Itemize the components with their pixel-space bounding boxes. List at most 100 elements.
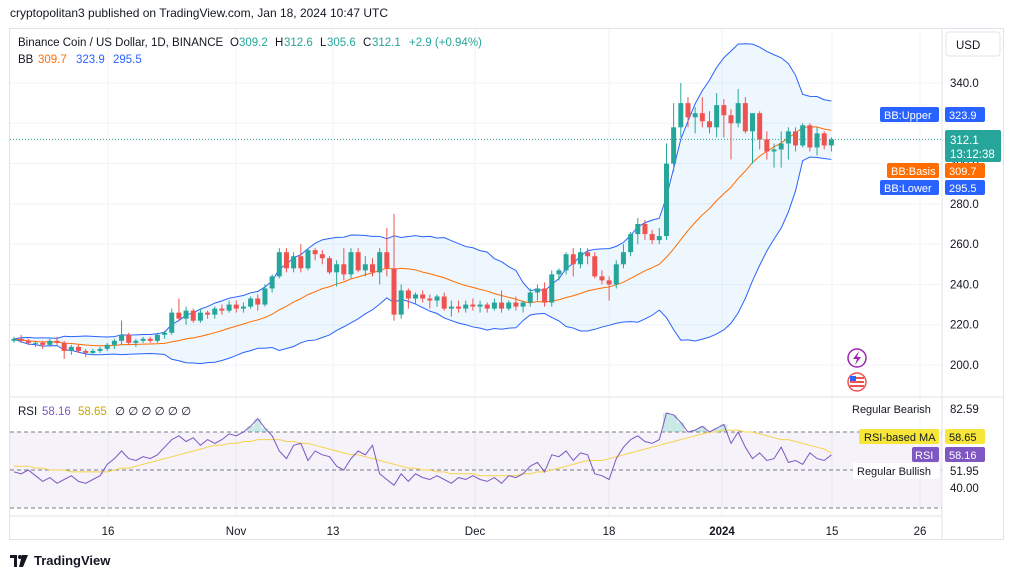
rsi-tick-label: 40.00 <box>950 483 979 495</box>
candle <box>649 234 655 241</box>
candle <box>635 224 641 235</box>
candle <box>491 302 497 309</box>
rsi-label: RSI <box>18 406 37 418</box>
rsi-overbought-fill <box>247 426 255 432</box>
time-tick-label: 16 <box>102 526 115 538</box>
candle <box>592 256 598 277</box>
us-flag-icon[interactable] <box>847 372 867 392</box>
candle <box>219 308 225 311</box>
candle <box>656 236 662 241</box>
candle <box>520 302 526 307</box>
time-tick-label: 15 <box>826 526 839 538</box>
bb-upper-tag: BB:Upper 323.9 <box>880 107 985 122</box>
candle <box>570 254 576 265</box>
footer-brand: TradingView <box>34 553 111 568</box>
candle <box>793 131 799 146</box>
candle <box>104 344 110 349</box>
candle <box>663 163 669 237</box>
candle <box>276 252 282 277</box>
candle <box>97 348 103 351</box>
svg-text:58.65: 58.65 <box>949 432 977 444</box>
high-label: H <box>275 37 283 49</box>
published-header: cryptopolitan3 published on TradingView.… <box>10 6 389 20</box>
rsi-ma-value: 58.65 <box>78 406 107 418</box>
candle <box>807 125 813 148</box>
candle <box>613 264 619 285</box>
svg-text:323.9: 323.9 <box>949 110 977 122</box>
currency-label: USD <box>956 40 980 52</box>
candle <box>355 252 361 271</box>
candle <box>262 288 268 305</box>
candle <box>233 304 239 309</box>
candle <box>326 258 332 273</box>
candle <box>434 296 440 301</box>
candle <box>133 340 139 343</box>
candle <box>190 310 196 321</box>
candle <box>154 334 160 341</box>
bb-basis-value: 309.7 <box>38 54 67 66</box>
rsi-overbought-fill <box>261 428 269 432</box>
bb-upper-line <box>13 43 832 340</box>
bb-legend: BB 309.7 323.9 295.5 <box>18 54 142 66</box>
tradingview-logo-icon <box>10 554 28 567</box>
rsi-overbought-fill <box>677 422 685 432</box>
rsi-overbought-fill <box>254 418 262 432</box>
bollinger-band-fill <box>10 43 942 365</box>
time-tick-label: Nov <box>226 526 247 538</box>
candle <box>319 254 325 259</box>
candle <box>542 288 548 303</box>
rsi-pane <box>10 412 942 509</box>
candle <box>176 312 182 319</box>
high-value: 312.6 <box>284 37 313 49</box>
time-tick-label: 26 <box>914 526 927 538</box>
candle <box>506 302 512 309</box>
candle <box>771 149 777 152</box>
candle <box>147 338 153 341</box>
low-label: L <box>320 37 327 49</box>
candle <box>291 256 297 269</box>
rsi-ma-tag: RSI-based MA 58.65 <box>859 429 985 444</box>
candle <box>61 342 67 351</box>
candle <box>11 338 17 341</box>
candle <box>513 302 519 307</box>
candle <box>398 290 404 315</box>
candle <box>463 304 469 309</box>
open-value: 309.2 <box>239 37 268 49</box>
candle <box>140 338 146 341</box>
price-tick-label: 260.0 <box>950 239 979 251</box>
time-tick-label: 2024 <box>709 526 735 538</box>
candle <box>527 292 533 303</box>
candle <box>764 139 770 152</box>
candle <box>312 250 318 255</box>
candle <box>757 113 763 140</box>
currency-button[interactable] <box>945 31 1001 57</box>
candle <box>685 103 691 118</box>
candle <box>778 143 784 150</box>
svg-text:295.5: 295.5 <box>949 183 977 195</box>
low-value: 305.6 <box>327 37 356 49</box>
rsi-tick-label: 51.95 <box>950 466 979 478</box>
candle <box>126 334 132 343</box>
candle <box>821 133 827 146</box>
lightning-icon[interactable] <box>847 348 867 368</box>
rsi-overbought-fill <box>713 428 721 432</box>
svg-text:BB:Upper: BB:Upper <box>884 110 932 122</box>
candle <box>47 340 53 345</box>
last-price-tag: 312.1 13:12:38 <box>945 130 1001 162</box>
rsi-value: 58.16 <box>42 406 71 418</box>
regular-bearish-label: Regular Bearish <box>848 401 939 417</box>
bb-area <box>14 43 832 364</box>
candle <box>54 340 60 343</box>
svg-text:309.7: 309.7 <box>949 166 977 178</box>
candle <box>484 304 490 309</box>
bb-upper-value: 323.9 <box>76 54 105 66</box>
candle <box>111 340 117 345</box>
candle <box>40 342 46 345</box>
candle <box>413 294 419 299</box>
bb-lower-line <box>13 156 832 365</box>
candle <box>721 105 727 116</box>
candle <box>205 312 211 315</box>
candle <box>248 298 254 307</box>
candle <box>470 304 476 307</box>
